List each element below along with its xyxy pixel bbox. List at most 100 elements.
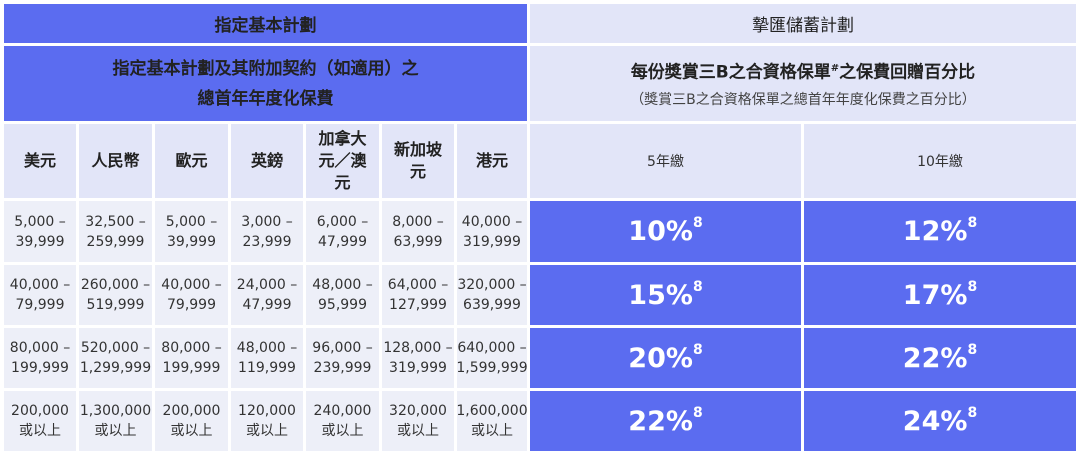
range-line: 或以上: [397, 423, 439, 439]
title-text: 之保費回贈百分比: [839, 62, 976, 83]
range-line: 8,000 –: [392, 213, 444, 230]
term-header: 5年繳: [530, 124, 801, 198]
range-line: 1,299,999: [79, 360, 152, 376]
currency-label: 新加坡元: [393, 140, 442, 181]
range-line: 320,000 –: [457, 277, 527, 293]
range-line: 5,000 –: [14, 213, 66, 230]
currency-label: 人民幣: [91, 151, 140, 170]
rate-cell: 22% 8: [804, 328, 1076, 388]
header-right: 摯匯儲蓄計劃: [530, 4, 1076, 43]
rate-value: 15%: [628, 279, 693, 311]
rate-cell: 17% 8: [804, 265, 1076, 325]
range-line: 199,999: [162, 360, 221, 376]
range-line: 48,000 –: [312, 277, 373, 293]
currency-label: 英鎊: [250, 151, 283, 170]
range-line: 6,000 –: [316, 213, 369, 230]
range-line: 95,999: [318, 297, 367, 313]
range-cell: 48,000 – 119,999: [231, 328, 303, 388]
range-line: 39,999: [15, 233, 65, 250]
range-line: 319,999: [463, 233, 521, 250]
range-cell: 1,300,000 或以上: [79, 391, 152, 451]
range-cell: 260,000 – 519,999: [79, 265, 152, 325]
range-cell: 6,000 – 47,999: [306, 201, 379, 262]
subheader-title: 每份獎賞三B之合資格保單#之保費回贈百分比: [631, 54, 975, 88]
range-line: 47,999: [318, 233, 367, 250]
range-cell: 40,000 – 79,999: [4, 265, 76, 325]
rate-note: 8: [692, 279, 703, 295]
range-line: 或以上: [94, 423, 137, 439]
currency-label: 歐元: [175, 151, 208, 170]
rate-cell: 20% 8: [530, 328, 801, 388]
currency-header: 新加坡元: [382, 124, 454, 198]
rate-note: 8: [692, 405, 703, 421]
rate-cell: 24% 8: [804, 391, 1076, 451]
range-line: 1,600,000: [456, 403, 528, 419]
range-cell: 48,000 – 95,999: [306, 265, 379, 325]
range-line: 319,999: [389, 360, 447, 376]
range-line: 47,999: [242, 297, 292, 313]
range-cell: 96,000 – 239,999: [306, 328, 379, 388]
range-cell: 320,000 – 639,999: [457, 265, 527, 325]
currency-header: 英鎊: [231, 124, 303, 198]
range-line: 79,999: [15, 297, 65, 313]
rate-cell: 12% 8: [804, 201, 1076, 262]
range-line: 23,999: [242, 233, 292, 250]
range-line: 80,000 –: [161, 340, 222, 356]
range-line: 260,000 –: [80, 277, 151, 293]
range-line: 39,999: [167, 233, 216, 250]
header-left: 指定基本計劃: [4, 4, 527, 43]
range-cell: 120,000 或以上: [231, 391, 303, 451]
currency-header: 歐元: [155, 124, 228, 198]
currency-header: 加拿大元／澳元: [306, 124, 379, 198]
range-line: 1,599,999: [456, 360, 528, 376]
range-cell: 520,000 – 1,299,999: [79, 328, 152, 388]
range-line: 32,500 –: [85, 213, 146, 230]
range-line: 或以上: [170, 423, 213, 439]
rate-note: 8: [967, 405, 978, 421]
rate-value: 17%: [902, 279, 968, 311]
range-line: 或以上: [246, 423, 288, 439]
range-line: 320,000: [389, 403, 447, 419]
range-line: 80,000 –: [9, 340, 71, 356]
range-line: 519,999: [86, 297, 145, 313]
range-cell: 40,000 – 79,999: [155, 265, 228, 325]
range-cell: 128,000 – 319,999: [382, 328, 454, 388]
subheader-subtitle: （獎賞三B之合資格保單之總首年年度化保費之百分比）: [630, 92, 976, 109]
range-line: 240,000: [313, 403, 372, 419]
range-line: 128,000 –: [383, 340, 453, 356]
currency-header: 人民幣: [79, 124, 152, 198]
range-line: 40,000 –: [161, 277, 222, 293]
range-line: 259,999: [86, 233, 145, 250]
range-cell: 24,000 – 47,999: [231, 265, 303, 325]
title-mark: #: [830, 62, 840, 74]
rate-value: 24%: [902, 405, 968, 437]
currency-label: 美元: [23, 151, 56, 170]
rate-cell: 10% 8: [530, 201, 801, 262]
rate-value: 12%: [902, 216, 968, 247]
range-cell: 5,000 – 39,999: [155, 201, 228, 262]
range-line: 79,999: [167, 297, 216, 313]
range-line: 3,000 –: [241, 213, 293, 230]
range-cell: 200,000 或以上: [155, 391, 228, 451]
rate-value: 22%: [628, 405, 693, 437]
rate-cell: 22% 8: [530, 391, 801, 451]
range-line: 640,000 –: [457, 340, 527, 356]
range-line: 5,000 –: [165, 213, 218, 230]
range-line: 127,999: [389, 297, 447, 313]
currency-label: 港元: [475, 151, 508, 170]
premium-rebate-table: 指定基本計劃 摯匯儲蓄計劃 指定基本計劃及其附加契約（如適用）之 總首年年度化保…: [4, 4, 1076, 451]
range-cell: 320,000 或以上: [382, 391, 454, 451]
term-header: 10年繳: [804, 124, 1076, 198]
range-line: 520,000 –: [80, 340, 151, 356]
rate-value: 22%: [902, 342, 968, 374]
range-line: 200,000: [162, 403, 221, 419]
range-cell: 1,600,000 或以上: [456, 391, 528, 451]
subheader-line: 指定基本計劃及其附加契約（如適用）之: [112, 58, 419, 79]
rate-value: 20%: [628, 342, 693, 374]
rate-note: 8: [692, 215, 703, 231]
range-cell: 40,000 – 319,999: [457, 201, 527, 262]
rate-value: 10%: [628, 216, 693, 247]
range-cell: 200,000 或以上: [4, 391, 76, 451]
range-line: 或以上: [19, 423, 61, 439]
